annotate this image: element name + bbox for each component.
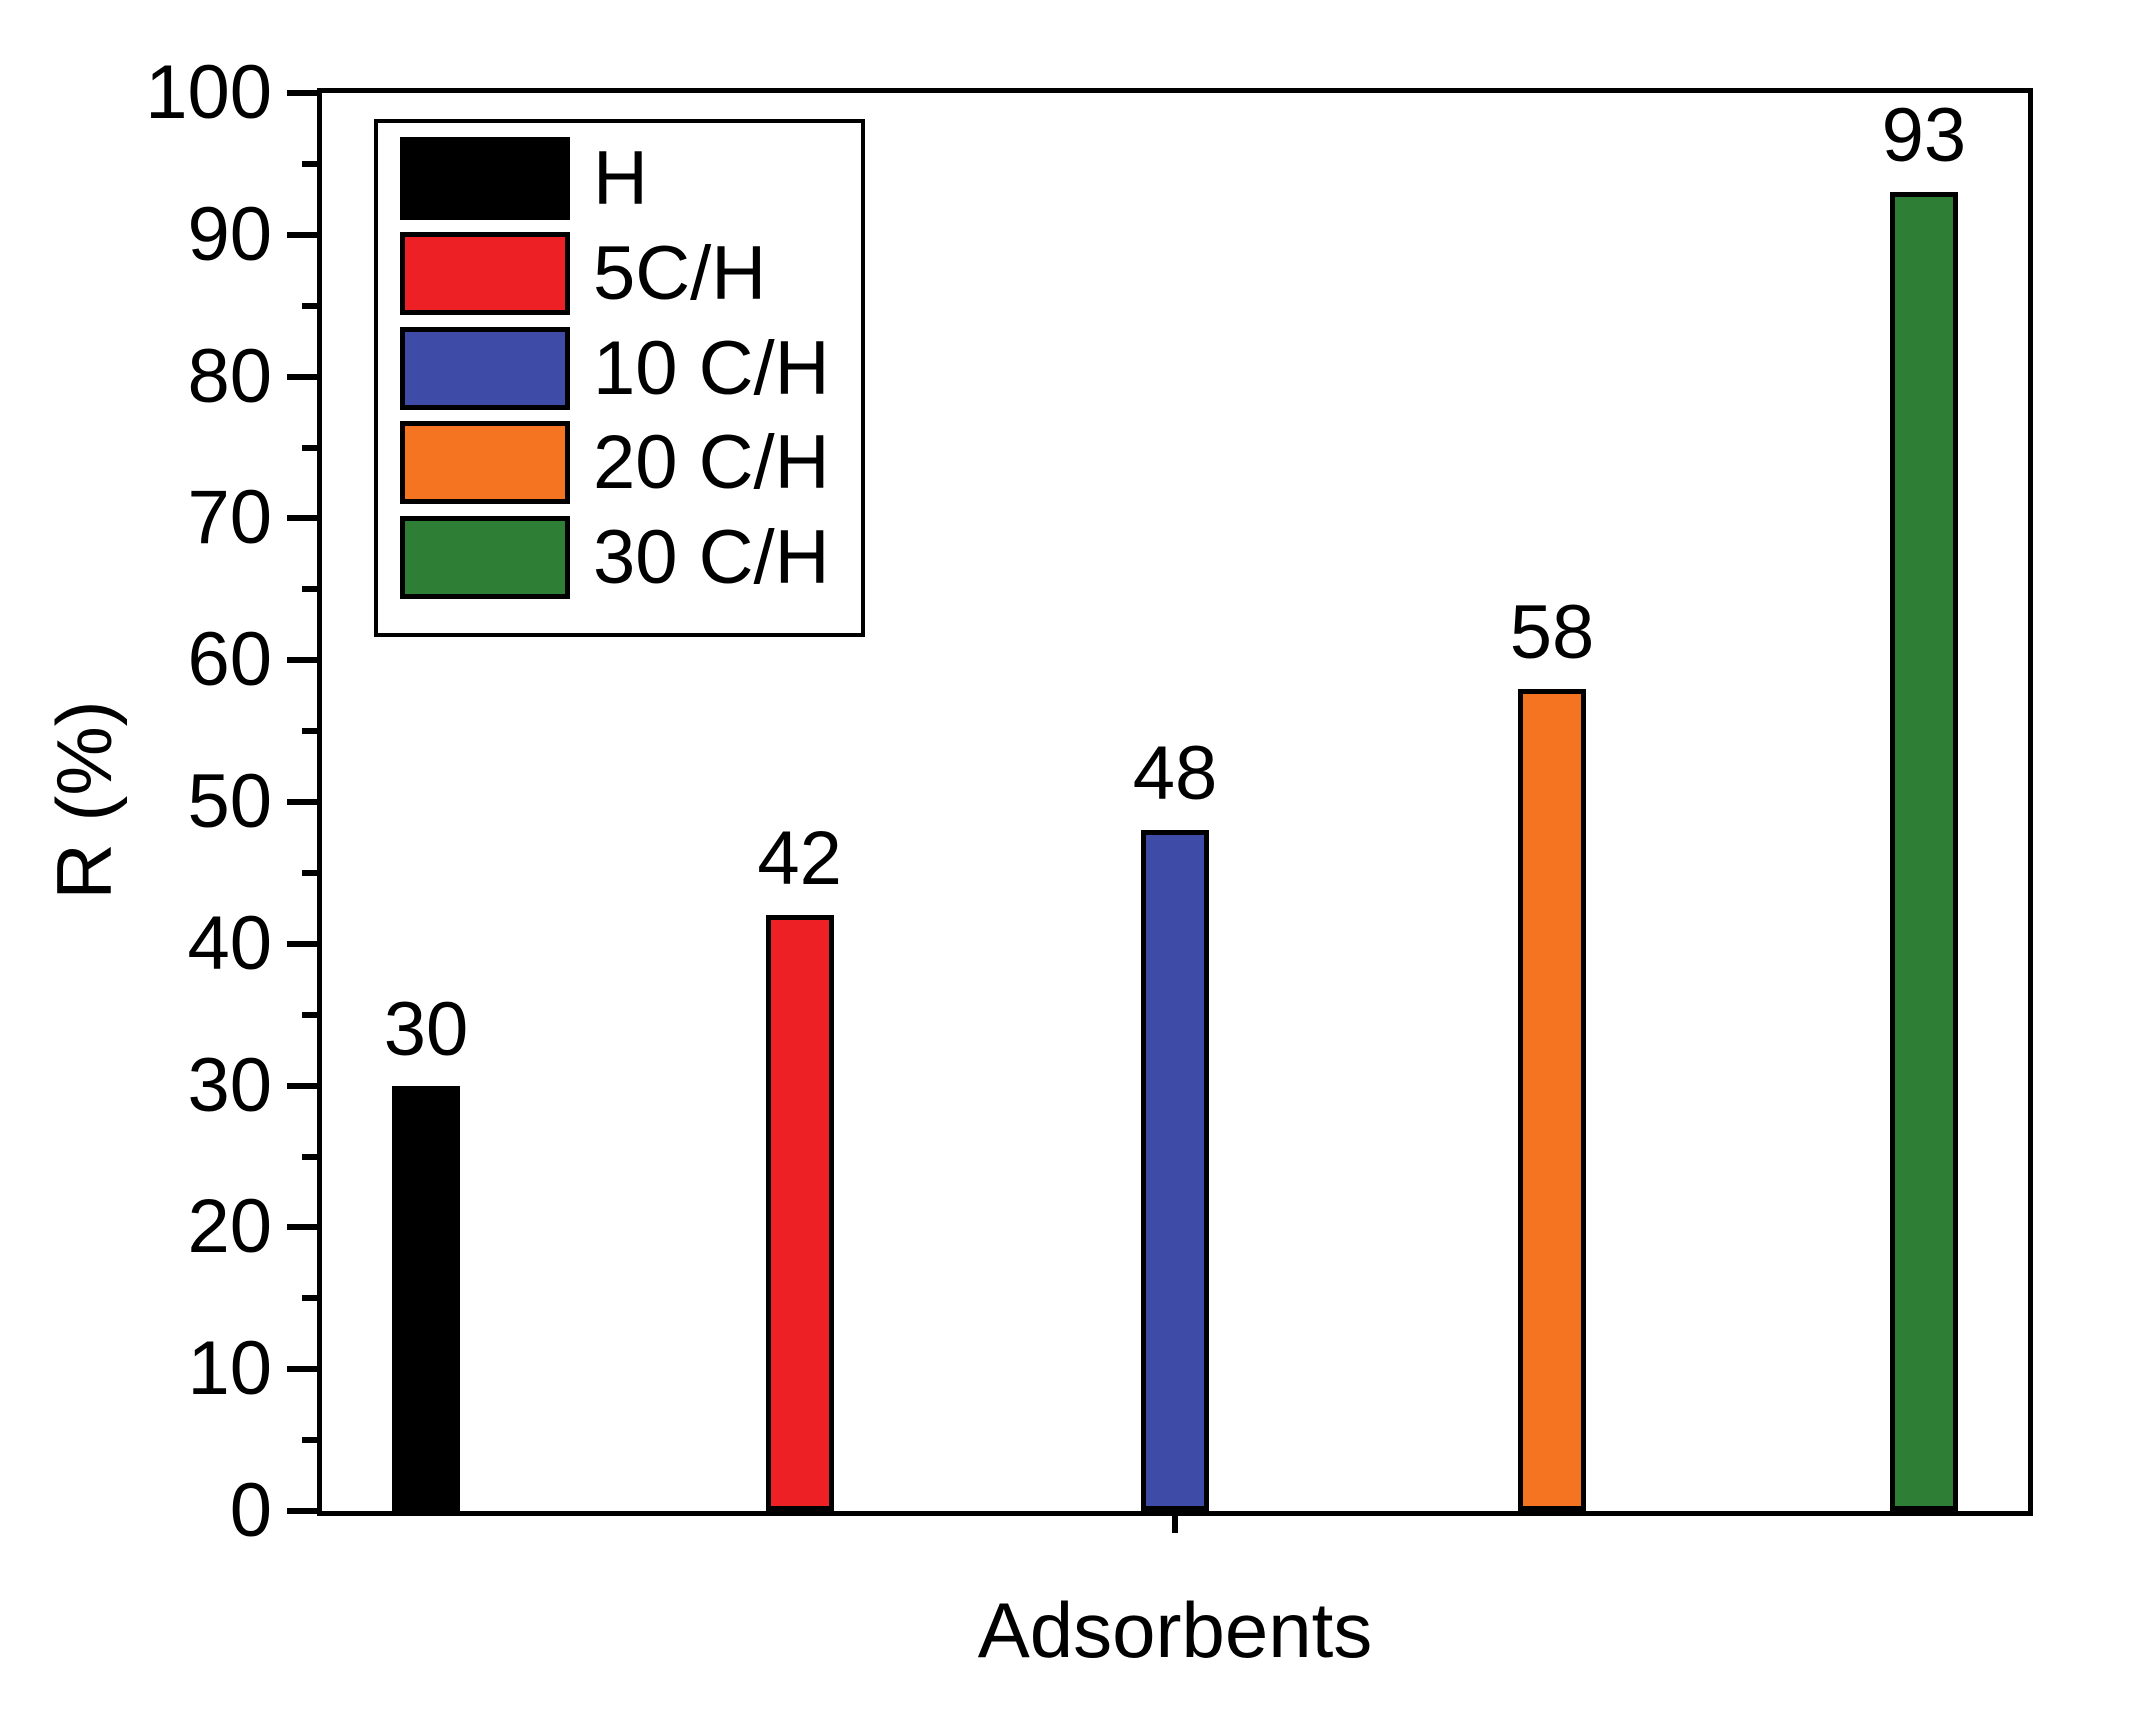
legend-row: 10 C/H: [378, 325, 830, 411]
bar-value-label: 58: [1509, 589, 1595, 675]
bar-5c-h: [765, 915, 834, 1511]
y-axis-tick-label: 60: [187, 617, 272, 703]
bar-value-label: 48: [1132, 731, 1218, 817]
y-axis-minor-tick: [302, 302, 317, 309]
y-axis-major-tick: [287, 373, 317, 380]
bar-30-c-h: [1889, 192, 1958, 1511]
y-axis-tick-label: 40: [187, 900, 272, 986]
legend-label: 20 C/H: [593, 420, 830, 506]
y-axis-minor-tick: [302, 160, 317, 167]
y-axis-major-tick: [287, 1082, 317, 1089]
y-axis-tick-label: 90: [187, 191, 272, 277]
y-axis-minor-tick: [302, 1295, 317, 1302]
legend-row: H: [378, 137, 648, 220]
bar-10-c-h: [1141, 830, 1209, 1511]
bar-h: [392, 1085, 461, 1511]
y-axis-tick-label: 10: [187, 1326, 272, 1412]
y-axis-tick-label: 30: [187, 1042, 272, 1128]
y-axis-tick-label: 70: [187, 475, 272, 561]
y-axis-tick-label: 20: [187, 1184, 272, 1270]
x-axis-tick: [1172, 1516, 1178, 1533]
legend-label: 30 C/H: [593, 515, 830, 600]
bar-20-c-h: [1518, 688, 1587, 1511]
bar-value-label: 93: [1881, 93, 1967, 179]
y-axis-major-tick: [287, 231, 317, 238]
legend-label: 10 C/H: [593, 325, 830, 411]
legend-label: H: [593, 136, 648, 221]
legend-swatch: [400, 137, 570, 220]
bar-value-label: 30: [383, 986, 469, 1072]
legend-swatch: [400, 516, 570, 599]
legend-box: H 5C/H 10 C/H 20 C/H 30 C/H: [374, 119, 865, 637]
bar-value-label: 42: [757, 816, 842, 902]
y-axis-major-tick: [287, 657, 317, 664]
y-axis-tick-label: 80: [187, 333, 272, 419]
y-axis-minor-tick: [302, 444, 317, 451]
legend-swatch: [400, 421, 570, 505]
legend-row: 30 C/H: [378, 516, 830, 599]
y-axis-minor-tick: [302, 1437, 317, 1444]
x-axis-title: Adsorbents: [977, 1586, 1373, 1674]
y-axis-tick-label: 50: [187, 759, 272, 844]
legend-row: 5C/H: [378, 230, 767, 316]
y-axis-minor-tick: [302, 1011, 317, 1018]
y-axis-major-tick: [287, 799, 317, 805]
y-axis-major-tick: [287, 1224, 317, 1231]
legend-swatch: [400, 326, 570, 410]
y-axis-major-tick: [287, 1366, 317, 1373]
y-axis-major-tick: [287, 90, 317, 96]
y-axis-minor-tick: [302, 728, 317, 735]
y-axis-minor-tick: [302, 586, 317, 593]
y-axis-tick-label: 100: [145, 50, 272, 135]
y-axis-minor-tick: [302, 1153, 317, 1160]
y-axis-major-tick: [287, 940, 317, 947]
legend-row: 20 C/H: [378, 420, 830, 506]
y-axis-major-tick: [287, 1508, 317, 1514]
y-axis-major-tick: [287, 515, 317, 522]
y-axis-tick-label: 0: [229, 1468, 272, 1553]
y-axis-minor-tick: [302, 869, 317, 876]
legend-label: 5C/H: [593, 230, 767, 316]
legend-swatch: [400, 231, 570, 315]
